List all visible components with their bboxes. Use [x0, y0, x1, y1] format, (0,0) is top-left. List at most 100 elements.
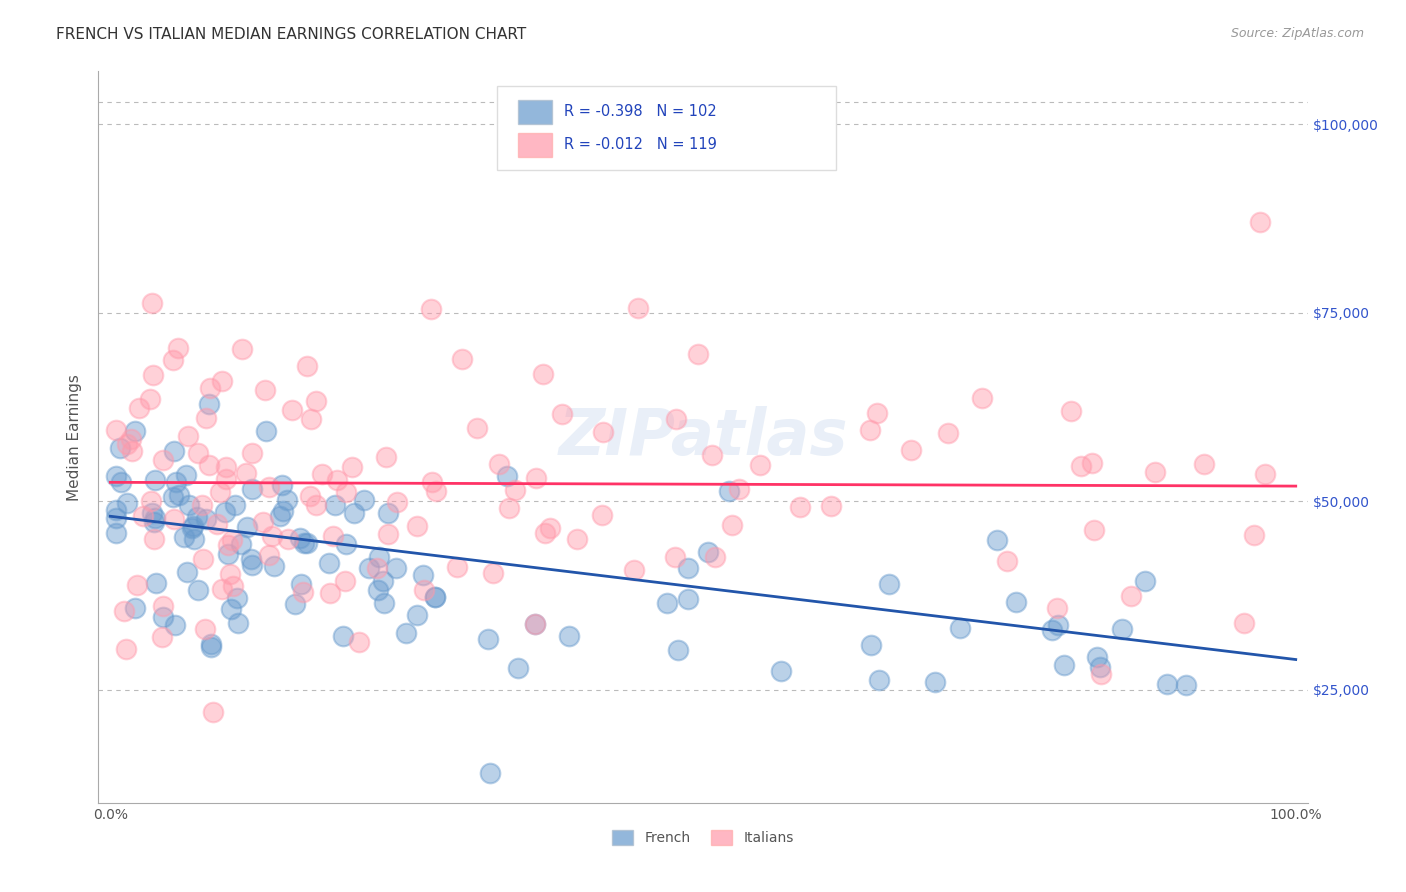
Point [478, 765, 501, 780]
Point [173, 530, 195, 544]
Point [108, 441, 131, 455]
Point [295, 536, 318, 550]
Point [145, 576, 167, 591]
Point [1192, 457, 1215, 471]
Point [406, 608, 429, 623]
Point [717, 483, 740, 498]
Point [359, 561, 381, 575]
Point [1060, 404, 1083, 418]
Point [177, 498, 200, 512]
Point [877, 577, 900, 591]
Point [224, 498, 246, 512]
Point [498, 501, 520, 516]
Point [377, 506, 399, 520]
Y-axis label: Median Earnings: Median Earnings [67, 374, 83, 500]
Point [995, 554, 1018, 568]
Point [269, 508, 291, 523]
Point [295, 359, 318, 374]
Point [377, 527, 399, 541]
Point [1088, 659, 1111, 673]
Point [142, 368, 165, 383]
Point [451, 351, 474, 366]
FancyBboxPatch shape [498, 86, 837, 170]
Point [291, 585, 314, 599]
Point [110, 475, 132, 490]
Point [332, 629, 354, 643]
Point [664, 549, 686, 564]
Point [385, 495, 408, 509]
Point [142, 515, 165, 529]
Point [686, 347, 709, 361]
Point [1133, 574, 1156, 589]
Point [477, 632, 499, 647]
Point [176, 565, 198, 579]
Point [1156, 677, 1178, 691]
Text: ZIPatlas: ZIPatlas [558, 406, 848, 468]
Point [152, 610, 174, 624]
Point [288, 531, 311, 545]
Point [318, 556, 340, 570]
Point [820, 500, 842, 514]
Point [623, 563, 645, 577]
Point [194, 623, 217, 637]
Point [558, 629, 581, 643]
Point [326, 473, 349, 487]
Point [166, 341, 188, 355]
Point [259, 548, 281, 562]
Text: R = -0.398   N = 102: R = -0.398 N = 102 [564, 104, 717, 120]
Point [373, 574, 395, 588]
Point [225, 591, 247, 606]
Point [655, 596, 678, 610]
Point [551, 407, 574, 421]
Point [231, 343, 253, 357]
Point [1085, 649, 1108, 664]
Point [495, 469, 517, 483]
Point [678, 591, 700, 606]
Point [924, 675, 946, 690]
Point [271, 504, 294, 518]
Point [263, 559, 285, 574]
Point [986, 533, 1008, 548]
Bar [517, 133, 553, 157]
Point [343, 507, 366, 521]
Point [186, 510, 208, 524]
Point [165, 475, 187, 489]
Point [395, 626, 418, 640]
Point [540, 520, 562, 534]
Point [1111, 622, 1133, 636]
Point [311, 467, 333, 481]
Point [406, 518, 429, 533]
Point [187, 582, 209, 597]
Point [446, 559, 468, 574]
Point [256, 425, 278, 439]
Point [252, 515, 274, 529]
Point [281, 403, 304, 417]
Point [305, 498, 328, 512]
Point [194, 411, 217, 425]
Point [183, 532, 205, 546]
Point [236, 519, 259, 533]
Point [124, 600, 146, 615]
Point [141, 494, 163, 508]
Point [503, 483, 526, 497]
Point [271, 478, 294, 492]
Point [523, 617, 546, 632]
Point [143, 473, 166, 487]
Point [323, 498, 346, 512]
Point [292, 536, 315, 550]
Point [198, 381, 221, 395]
Point [105, 510, 128, 524]
Point [231, 537, 253, 551]
Point [115, 437, 138, 451]
Point [868, 673, 890, 687]
Point [665, 412, 688, 426]
Point [335, 537, 357, 551]
Point [217, 547, 239, 561]
Point [197, 397, 219, 411]
Point [174, 468, 197, 483]
Point [1143, 466, 1166, 480]
Point [482, 566, 505, 580]
Point [335, 484, 357, 499]
Point [115, 496, 138, 510]
Point [1243, 528, 1265, 542]
